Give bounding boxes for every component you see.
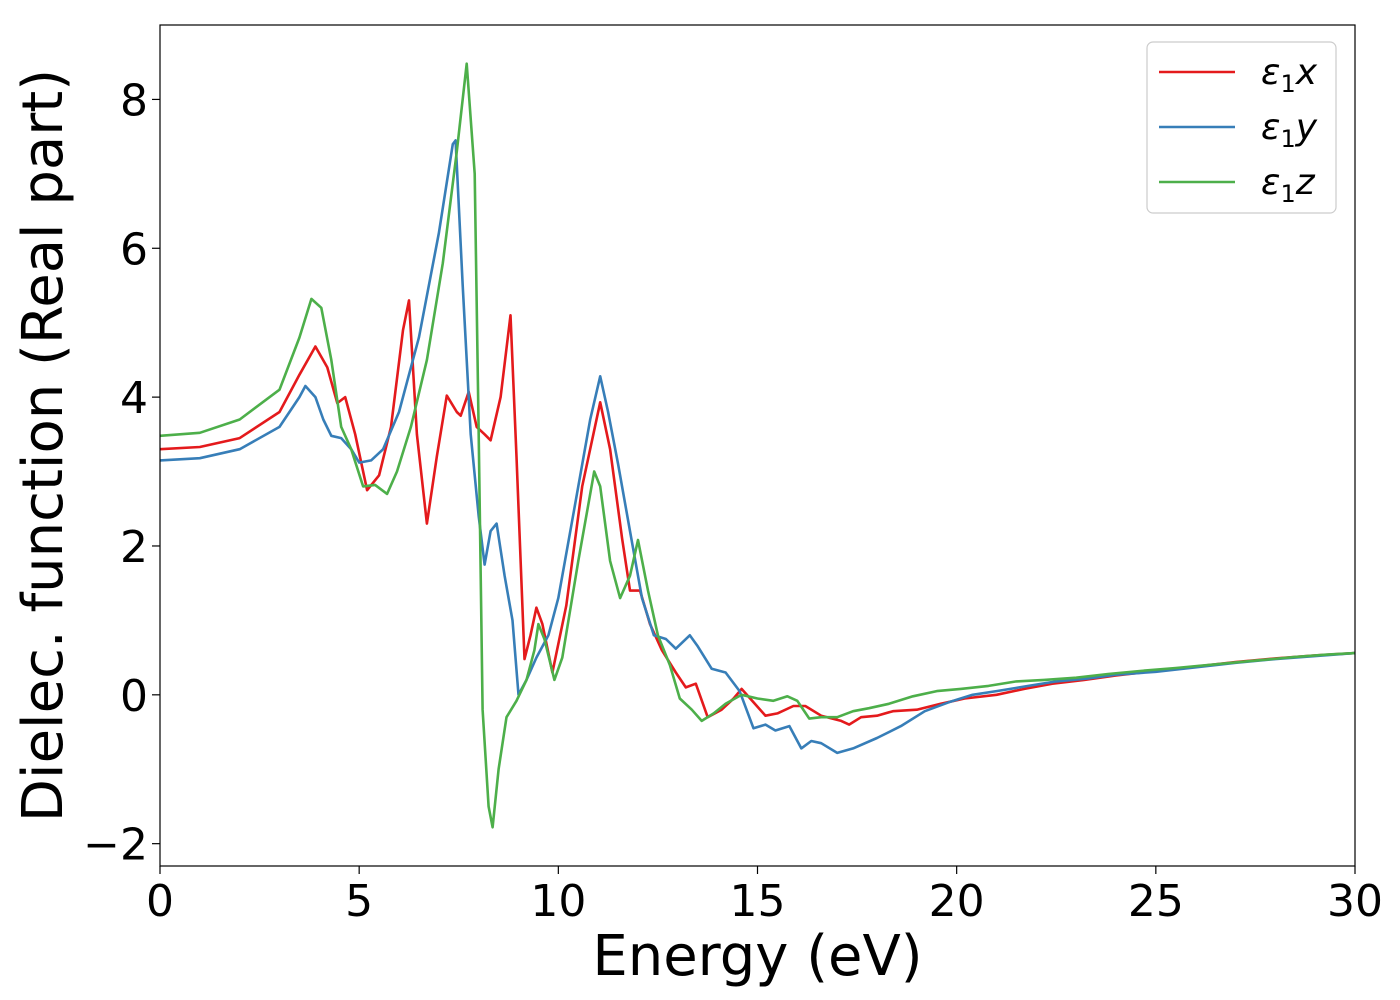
legend-label-subscript: 1 (1280, 180, 1295, 208)
series-layer (160, 62, 1355, 829)
x-tick-label: 15 (730, 876, 786, 927)
x-tick-label: 5 (345, 876, 373, 927)
y-axis-label: Dielec. function (Real part) (11, 69, 76, 822)
legend-label-z: ε1z (1261, 162, 1316, 208)
legend-label-base: ε (1261, 52, 1280, 93)
series-line-x (160, 299, 1355, 726)
x-axis-label: Energy (eV) (592, 924, 922, 989)
legend-label-subscript: 1 (1280, 125, 1295, 153)
legend-label-x: ε1x (1261, 52, 1318, 98)
y-tick-label: 4 (120, 373, 148, 424)
legend-label-base: ε (1261, 162, 1280, 203)
x-tick-label: 10 (530, 876, 586, 927)
x-tick-label: 30 (1327, 876, 1383, 927)
y-tick-label: −2 (83, 820, 148, 871)
legend-label-suffix: x (1295, 52, 1318, 93)
x-tick-label: 20 (929, 876, 985, 927)
legend-label-suffix: y (1295, 107, 1318, 148)
y-tick-label: 0 (120, 671, 148, 722)
series-line-z (160, 62, 1355, 829)
y-tick-label: 8 (120, 75, 148, 126)
y-axis: −2 0 2 4 6 8 (83, 75, 160, 871)
y-tick-label: 6 (120, 224, 148, 275)
legend-label-base: ε (1261, 107, 1280, 148)
legend-label-y: ε1y (1261, 107, 1318, 153)
x-tick-label: 0 (146, 876, 174, 927)
legend-label-suffix: z (1295, 162, 1316, 203)
legend-box (1146, 41, 1337, 214)
legend-label-subscript: 1 (1280, 70, 1295, 98)
series-line-y (160, 139, 1355, 755)
y-tick-label: 2 (120, 522, 148, 573)
x-axis: 0 5 10 15 20 25 30 (146, 866, 1383, 927)
x-tick-label: 25 (1128, 876, 1184, 927)
